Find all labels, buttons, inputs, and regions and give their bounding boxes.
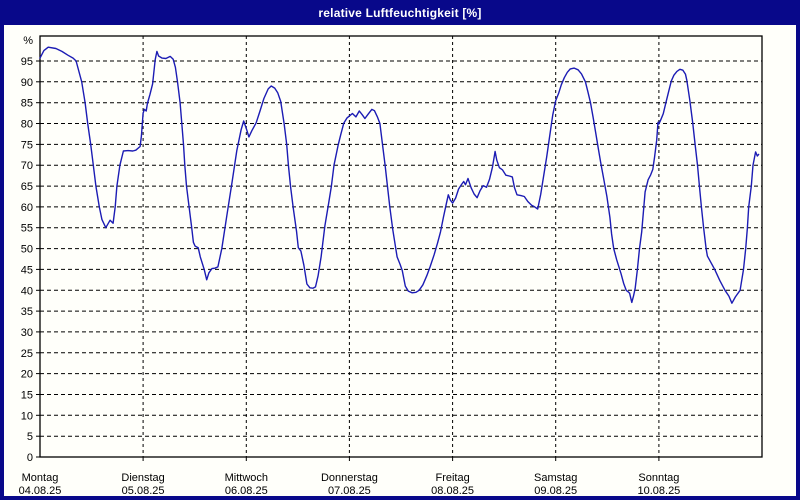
chart-area: 0 5 10 15 20 25 30 35 40 45 50 55 60 65 70 75 80 85 90 95% M…	[4, 25, 796, 497]
day-name-label: Dienstag	[121, 472, 164, 484]
day-date-label: 09.08.25	[534, 485, 577, 496]
y-tick-label: 65	[21, 181, 33, 193]
day-date-label: 04.08.25	[19, 485, 62, 496]
day-name-label: Montag	[22, 472, 59, 484]
y-tick-label: 25	[21, 348, 33, 360]
y-tick-label: 35	[21, 306, 33, 318]
y-tick-label: 75	[21, 139, 33, 151]
day-name-label: Samstag	[534, 472, 577, 484]
day-date-label: 08.08.25	[431, 485, 474, 496]
y-tick-label: 15	[21, 390, 33, 402]
grid-lines	[40, 36, 762, 457]
day-date-label: 07.08.25	[328, 485, 371, 496]
day-date-label: 05.08.25	[122, 485, 165, 496]
y-axis-labels: 0 5 10 15 20 25 30 35 40 45 50 55 60 65 70 75 80 85 90 95%	[21, 35, 40, 464]
y-tick-label: 30	[21, 327, 33, 339]
plot-frame	[39, 35, 763, 458]
y-tick-label: 5	[27, 431, 33, 443]
y-unit-label: %	[23, 35, 33, 47]
y-tick-label: 95	[21, 56, 33, 68]
day-name-label: Freitag	[435, 472, 469, 484]
y-tick-label: 90	[21, 77, 33, 89]
y-tick-label: 55	[21, 223, 33, 235]
y-tick-label: 80	[21, 119, 33, 131]
day-date-label: 06.08.25	[225, 485, 268, 496]
y-tick-label: 85	[21, 98, 33, 110]
day-name-label: Mittwoch	[225, 472, 268, 484]
y-tick-label: 60	[21, 202, 33, 214]
y-tick-label: 10	[21, 410, 33, 422]
y-tick-label: 40	[21, 285, 33, 297]
y-tick-label: 50	[21, 244, 33, 256]
y-tick-label: 0	[27, 452, 33, 464]
day-name-label: Donnerstag	[321, 472, 378, 484]
humidity-plot: 0 5 10 15 20 25 30 35 40 45 50 55 60 65 70 75 80 85 90 95% M…	[19, 35, 763, 497]
y-tick-label: 45	[21, 264, 33, 276]
day-name-label: Sonntag	[638, 472, 679, 484]
humidity-line	[39, 46, 760, 304]
y-tick-label: 20	[21, 369, 33, 381]
title-bar: relative Luftfeuchtigkeit [%]	[0, 0, 800, 25]
y-tick-label: 70	[21, 160, 33, 172]
page-title: relative Luftfeuchtigkeit [%]	[318, 5, 482, 20]
day-date-label: 10.08.25	[637, 485, 680, 496]
